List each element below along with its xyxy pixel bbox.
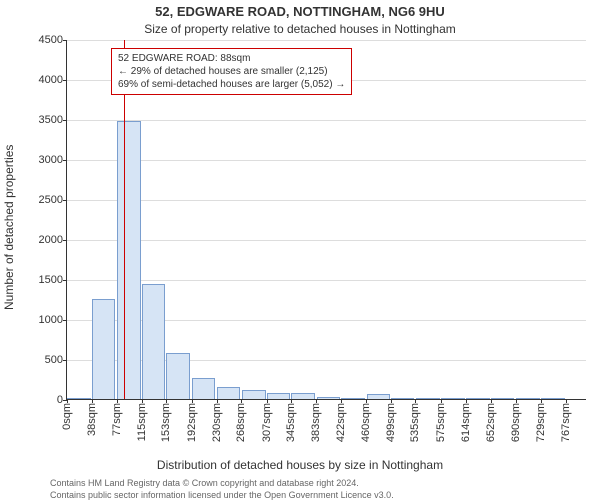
histogram-bar xyxy=(92,299,116,399)
x-tick-label: 0sqm xyxy=(61,399,73,430)
annotation-line: ← 29% of detached houses are smaller (2,… xyxy=(118,65,345,78)
histogram-bar xyxy=(192,378,216,399)
y-tick-label: 2500 xyxy=(39,194,67,206)
gridline xyxy=(67,120,586,121)
histogram-bar xyxy=(242,390,266,399)
x-tick-label: 690sqm xyxy=(510,399,522,442)
chart-container: 52, EDGWARE ROAD, NOTTINGHAM, NG6 9HU Si… xyxy=(0,0,600,500)
y-tick-label: 3000 xyxy=(39,154,67,166)
x-tick-label: 535sqm xyxy=(409,399,421,442)
x-tick-label: 268sqm xyxy=(235,399,247,442)
x-tick-label: 77sqm xyxy=(111,399,123,436)
y-tick-label: 4000 xyxy=(39,74,67,86)
x-tick-label: 729sqm xyxy=(535,399,547,442)
y-tick-label: 500 xyxy=(45,354,67,366)
gridline xyxy=(67,40,586,41)
annotation-line: 52 EDGWARE ROAD: 88sqm xyxy=(118,52,345,65)
x-axis-label: Distribution of detached houses by size … xyxy=(0,458,600,472)
x-tick-label: 460sqm xyxy=(360,399,372,442)
y-axis-label: Number of detached properties xyxy=(2,145,16,310)
x-tick-label: 383sqm xyxy=(310,399,322,442)
chart-subtitle: Size of property relative to detached ho… xyxy=(0,22,600,36)
x-tick-label: 153sqm xyxy=(160,399,172,442)
chart-title: 52, EDGWARE ROAD, NOTTINGHAM, NG6 9HU xyxy=(0,4,600,19)
y-tick-label: 3500 xyxy=(39,114,67,126)
x-tick-label: 499sqm xyxy=(385,399,397,442)
x-tick-label: 422sqm xyxy=(335,399,347,442)
annotation-box: 52 EDGWARE ROAD: 88sqm← 29% of detached … xyxy=(111,48,352,95)
x-tick-label: 230sqm xyxy=(211,399,223,442)
histogram-bar xyxy=(166,353,190,399)
gridline xyxy=(67,160,586,161)
footer-line-2: Contains public sector information licen… xyxy=(50,490,394,500)
annotation-line: 69% of semi-detached houses are larger (… xyxy=(118,78,345,91)
x-tick-label: 652sqm xyxy=(485,399,497,442)
histogram-bar xyxy=(217,387,241,399)
x-tick-label: 575sqm xyxy=(435,399,447,442)
y-tick-label: 1000 xyxy=(39,314,67,326)
histogram-bar xyxy=(117,121,141,399)
histogram-bar xyxy=(142,284,166,399)
gridline xyxy=(67,280,586,281)
x-tick-label: 614sqm xyxy=(460,399,472,442)
x-tick-label: 38sqm xyxy=(86,399,98,436)
x-tick-label: 115sqm xyxy=(136,399,148,441)
footer-line-1: Contains HM Land Registry data © Crown c… xyxy=(50,478,359,488)
y-tick-label: 4500 xyxy=(39,34,67,46)
gridline xyxy=(67,200,586,201)
x-tick-label: 345sqm xyxy=(285,399,297,442)
y-tick-label: 2000 xyxy=(39,234,67,246)
x-tick-label: 767sqm xyxy=(560,399,572,442)
plot-area: 0500100015002000250030003500400045000sqm… xyxy=(66,40,586,400)
y-tick-label: 1500 xyxy=(39,274,67,286)
x-tick-label: 307sqm xyxy=(261,399,273,442)
gridline xyxy=(67,240,586,241)
x-tick-label: 192sqm xyxy=(186,399,198,442)
